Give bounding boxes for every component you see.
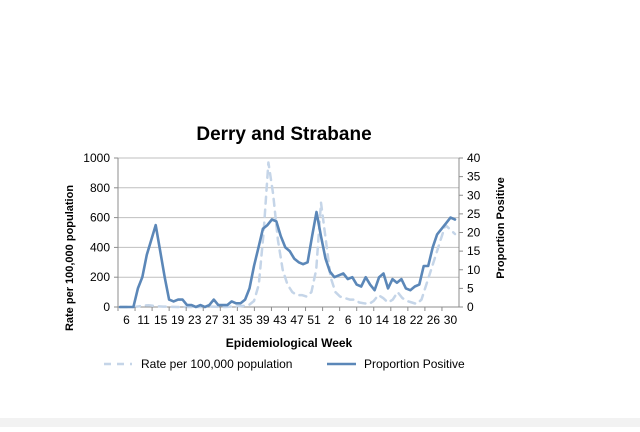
x-tick-label: 30	[444, 313, 458, 327]
series-line-rate	[118, 161, 457, 309]
y-axis-left-label: Rate per 100,000 population	[64, 185, 76, 331]
y2-tick-label: 25	[467, 207, 481, 221]
y2-tick-label: 0	[467, 300, 474, 314]
x-tick-label: 11	[137, 313, 150, 327]
x-tick-label: 18	[393, 313, 407, 327]
legend: Rate per 100,000 population Proportion P…	[104, 357, 465, 371]
series-line-proportion-positive	[118, 210, 457, 309]
y-tick-label: 800	[90, 181, 110, 195]
y2-tick-label: 35	[467, 170, 481, 184]
y-tick-label: 400	[90, 240, 110, 254]
chart-title: Derry and Strabane	[196, 124, 371, 145]
y-axis-right-label: Proportion Positive	[495, 177, 507, 278]
y-tick-label: 200	[90, 270, 110, 284]
x-tick-label: 51	[307, 313, 321, 327]
legend-label-rate: Rate per 100,000 population	[141, 357, 292, 371]
x-tick-label: 6	[345, 313, 352, 327]
gridlines	[117, 157, 460, 308]
y-tick-label: 1000	[83, 151, 110, 165]
y2-tick-label: 5	[467, 281, 474, 295]
x-axis-ticks: 6 11 15 19 23 27 31 35 39 43 47 51 2 6 10 14 18 22 26 30	[117, 307, 458, 327]
bottom-strip	[0, 418, 640, 427]
y-axis-right-ticks: 0 5 10 15 20 25 30 35 40	[459, 151, 481, 314]
plot-area	[118, 161, 457, 309]
x-tick-label: 43	[273, 313, 287, 327]
x-tick-label: 2	[328, 313, 335, 327]
y-tick-label: 600	[90, 211, 110, 225]
y-tick-label: 0	[103, 300, 110, 314]
x-tick-label: 19	[171, 313, 185, 327]
x-tick-label: 22	[410, 313, 424, 327]
x-tick-label: 39	[256, 313, 270, 327]
x-tick-label: 26	[427, 313, 441, 327]
x-tick-label: 31	[222, 313, 236, 327]
y2-tick-label: 30	[467, 188, 481, 202]
x-axis-label: Epidemiological Week	[226, 336, 353, 350]
x-tick-label: 47	[290, 313, 304, 327]
y-axis-left-ticks: 0 200 400 600 800 1000	[83, 151, 118, 314]
x-tick-label: 6	[123, 313, 130, 327]
x-tick-label: 23	[188, 313, 202, 327]
x-tick-label: 35	[239, 313, 253, 327]
legend-label-proportion: Proportion Positive	[364, 357, 465, 371]
x-tick-label: 14	[376, 313, 390, 327]
x-tick-label: 10	[359, 313, 373, 327]
y2-tick-label: 20	[467, 226, 481, 240]
x-tick-label: 15	[154, 313, 168, 327]
y2-tick-label: 40	[467, 151, 481, 165]
x-tick-label: 27	[205, 313, 219, 327]
y2-tick-label: 10	[467, 263, 481, 277]
y2-tick-label: 15	[467, 244, 481, 258]
